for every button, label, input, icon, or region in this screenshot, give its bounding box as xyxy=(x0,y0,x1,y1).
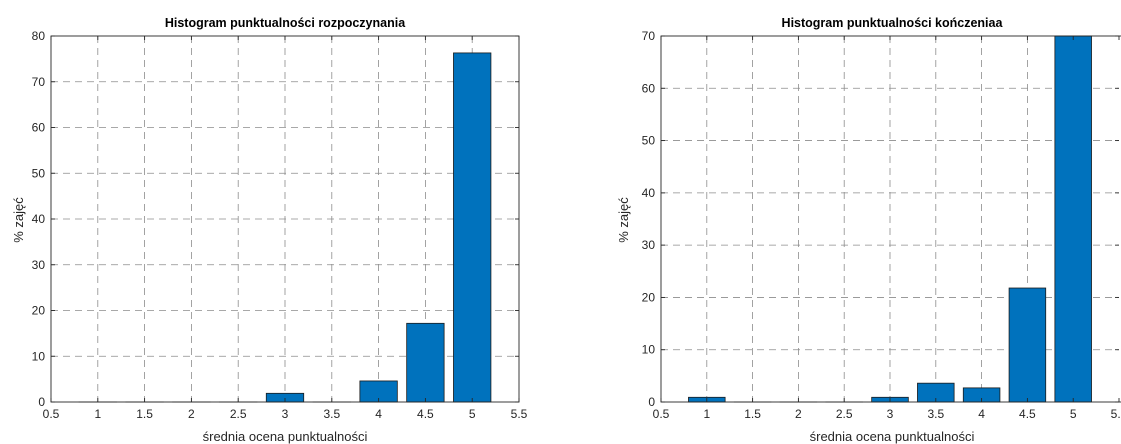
y-tick-label: 70 xyxy=(32,75,46,89)
chart-start-punctuality: Histogram punktualności rozpoczynania śr… xyxy=(11,16,528,444)
y-tick-label: 30 xyxy=(642,238,656,252)
bar-4_5 xyxy=(1008,287,1047,403)
x-tick-label: 2.5 xyxy=(230,407,247,421)
y-tick-label: 80 xyxy=(32,29,46,43)
x-tick-label: 0.5 xyxy=(653,407,670,421)
x-tick-label: 2.5 xyxy=(836,407,853,421)
x-tick-label: 5 xyxy=(1070,407,1077,421)
y-axis-label: % zajęć xyxy=(11,197,26,243)
ticks: 0.5 1 1.5 2 2.5 3 3.5 4 4.5 5 5.5 0 10 20 30 40 50 60 70 xyxy=(642,29,1121,421)
y-tick-label: 50 xyxy=(32,166,46,180)
x-tick-label: 3.5 xyxy=(323,407,340,421)
x-tick-label: 3 xyxy=(887,407,894,421)
x-tick-label: 2 xyxy=(188,407,195,421)
x-tick-label: 5 xyxy=(469,407,476,421)
y-tick-label: 30 xyxy=(32,258,46,272)
x-tick-label: 5.5 xyxy=(1111,407,1121,421)
x-tick-label: 4 xyxy=(375,407,382,421)
plot-frame xyxy=(660,35,1121,403)
grid-lines xyxy=(51,36,519,402)
y-tick-label: 20 xyxy=(642,290,656,304)
y-tick-label: 40 xyxy=(642,186,656,200)
x-tick-label: 3.5 xyxy=(927,407,944,421)
chart-title: Histogram punktualności kończeniaa xyxy=(782,16,1004,30)
y-tick-label: 60 xyxy=(32,121,46,135)
x-tick-label: 1.5 xyxy=(744,407,761,421)
bar-4_5 xyxy=(406,322,445,403)
bars xyxy=(78,52,492,403)
x-tick-label: 1.5 xyxy=(136,407,153,421)
x-tick-label: 4 xyxy=(978,407,985,421)
chart-end-punctuality: Histogram punktualności kończeniaa średn… xyxy=(616,16,1121,444)
y-tick-label: 10 xyxy=(642,343,656,357)
y-axis-label: % zajęć xyxy=(616,197,631,243)
x-axis-label: średnia ocena punktualności xyxy=(810,429,975,444)
x-tick-label: 5.5 xyxy=(511,407,528,421)
y-tick-label: 60 xyxy=(642,81,656,95)
x-tick-label: 4.5 xyxy=(417,407,434,421)
ticks: 0.5 1 1.5 2 2.5 3 3.5 4 4.5 5 5.5 0 10 20 30 40 50 60 70 80 xyxy=(32,29,528,421)
y-tick-label: 50 xyxy=(642,134,656,148)
y-tick-label: 70 xyxy=(642,29,656,43)
y-tick-label: 20 xyxy=(32,304,46,318)
x-tick-label: 1 xyxy=(94,407,101,421)
x-tick-label: 3 xyxy=(282,407,289,421)
chart-title: Histogram punktualności rozpoczynania xyxy=(165,16,406,30)
x-tick-label: 2 xyxy=(795,407,802,421)
x-axis-label: średnia ocena punktualności xyxy=(203,429,368,444)
x-tick-label: 0.5 xyxy=(43,407,60,421)
grid-lines xyxy=(661,36,1119,402)
x-tick-label: 1 xyxy=(703,407,710,421)
y-tick-label: 40 xyxy=(32,212,46,226)
y-tick-label: 0 xyxy=(648,395,655,409)
bar-5 xyxy=(1054,35,1092,403)
y-tick-label: 0 xyxy=(38,395,45,409)
x-tick-label: 4.5 xyxy=(1019,407,1036,421)
y-tick-label: 10 xyxy=(32,349,46,363)
bar-5 xyxy=(453,52,492,403)
